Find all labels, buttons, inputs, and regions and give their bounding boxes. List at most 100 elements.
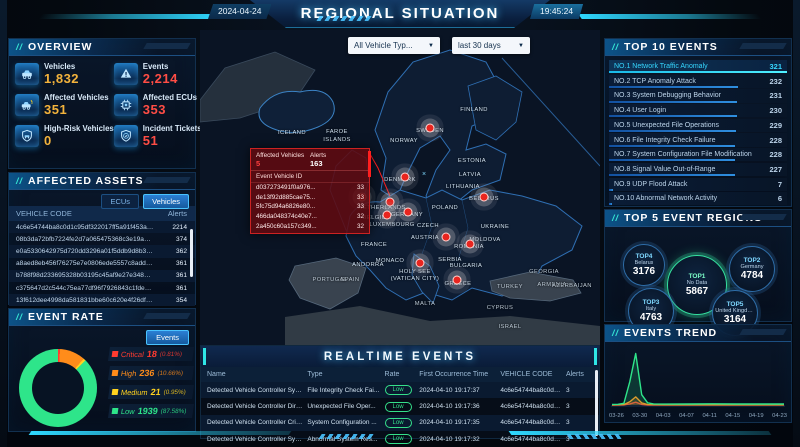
col-alerts: Alerts: [565, 371, 584, 378]
top10-label: NO.1 Network Traffic Anomaly: [614, 63, 708, 71]
region-bubble-top2[interactable]: TOP2 Germany 4784: [729, 246, 775, 292]
top10-bar: [609, 85, 738, 88]
slash-icon: //: [612, 213, 620, 223]
asset-tab-vehicles[interactable]: Vehicles: [143, 194, 189, 209]
events-trend-x-axis: 03-26 03-30 04-03 04-07 04-11 04-15 04-19 04-23: [605, 413, 791, 419]
alerts-cell: 354: [175, 296, 187, 304]
vehicle-code-cell: b788f98d233695328b03195c45af9e27e348772e…: [16, 272, 154, 280]
map-label-netherlands: NETHERLANDS: [358, 205, 406, 211]
event-marker[interactable]: [415, 258, 425, 268]
header-band: [250, 0, 550, 28]
tooltip-vehicle-id: d037273491f0a976...: [256, 184, 316, 192]
europe-map[interactable]: × ICELANDFAROEISLANDSNORWAYSWEDENFINLAND…: [200, 30, 600, 345]
map-label-turkey: TURKEY: [497, 284, 523, 290]
top10-row-1[interactable]: NO.1 Network Traffic Anomaly 321: [609, 60, 787, 74]
events-filter-button[interactable]: Events: [146, 330, 189, 345]
bottom-dash-right: [566, 434, 622, 439]
event-marker[interactable]: [452, 275, 462, 285]
event-marker[interactable]: [382, 210, 392, 220]
tooltip-vehicle-row: 466da048374c40e7... 32: [251, 212, 369, 222]
top10-row-4[interactable]: NO.4 User Login 230: [609, 104, 787, 118]
trend-tick: 04-07: [679, 413, 694, 419]
region-value: 5867: [685, 286, 709, 297]
rt-alerts-cell: 3: [565, 403, 570, 411]
vehicle-type-value: All Vehicle Typ...: [354, 41, 413, 50]
top10-row-8[interactable]: NO.8 Signal Value Out-of-Range 227: [609, 162, 787, 176]
vehicle-code-cell: a8aed8eb456f76275e7e0806ede5557c8add8853…: [16, 260, 154, 268]
chevron-down-icon: ▼: [428, 42, 434, 49]
header-clock: 19:45:24: [530, 4, 584, 19]
top10-bar: [609, 159, 736, 162]
map-tooltip: Affected Vehicles 5 Alerts 163 Event Veh…: [250, 148, 371, 234]
col-type: Type: [307, 371, 323, 378]
legend-item-high: High 236 (10.66%): [108, 366, 194, 380]
table-row: b788f98d233695328b03195c45af9e27e348772e…: [9, 269, 195, 282]
top10-value: 230: [769, 106, 782, 116]
event-marker[interactable]: [400, 172, 410, 182]
col-code: VEHICLE CODE: [500, 371, 553, 378]
event-marker[interactable]: [441, 232, 451, 242]
vehicle-type-dropdown[interactable]: All Vehicle Typ... ▼: [348, 37, 440, 54]
top5-regions-title: TOP 5 EVENT REGIONS: [624, 212, 763, 224]
top10-label: NO.5 Unexpected File Operations: [614, 121, 720, 129]
rate-badge-low: Low: [384, 417, 412, 428]
events-trend-panel: // EVENTS TREND 03-26 03-30 04-03 04-07 04-1…: [604, 324, 792, 423]
map-label-luxembourg: LUXEMBOURG: [369, 222, 415, 228]
tooltip-vehicle-count: 33: [356, 193, 364, 201]
region-bubble-top4[interactable]: TOP4 Belarus 3176: [623, 244, 665, 286]
alerts-cell: 361: [175, 260, 187, 268]
realtime-scrollbar[interactable]: [595, 370, 598, 436]
time-range-dropdown[interactable]: last 30 days ▼: [452, 37, 530, 54]
trend-tick: 04-15: [725, 413, 741, 419]
realtime-events-title: REALTIME EVENTS: [323, 350, 477, 363]
rt-rate-cell: Low: [384, 401, 420, 412]
slash-icon: //: [16, 42, 24, 52]
legend-label: Medium: [120, 387, 149, 397]
top10-row-7[interactable]: NO.7 System Configuration File Modificat…: [609, 148, 787, 162]
map-label-portugal: PORTUGAL: [312, 277, 348, 283]
asset-scrollbar[interactable]: [190, 229, 193, 277]
map-label-andorra: ANDORRA: [352, 262, 384, 268]
top10-bar: [609, 115, 737, 118]
time-range-value: last 30 days: [458, 41, 501, 50]
top10-row-10[interactable]: NO.10 Abnormal Network Activity 6: [609, 192, 787, 206]
top10-row-2[interactable]: NO.2 TCP Anomaly Attack 232: [609, 74, 787, 88]
trend-tick: 04-23: [772, 413, 787, 419]
tooltip-vehicle-count: 33: [356, 203, 364, 211]
vehicle-code-cell: 4c6e54744ba8c0d1c95df322017ff5a91f453a7e…: [16, 223, 154, 231]
rt-code-cell: 4c6e54744ba8c0d1...: [500, 435, 563, 443]
bottom-dash-left: [318, 434, 374, 439]
rt-rate-cell: Low: [384, 434, 420, 445]
top10-label: NO.8 Signal Value Out-of-Range: [614, 165, 716, 173]
event-marker[interactable]: [425, 123, 435, 133]
region-bubble-top1[interactable]: TOP1 No Data 5867: [667, 255, 727, 315]
event-marker[interactable]: [403, 207, 413, 217]
table-row: 13f612dee4998da581831bbe60c620e4f26dfddc…: [9, 294, 195, 307]
top10-row-5[interactable]: NO.5 Unexpected File Operations 229: [609, 118, 787, 132]
region-rank: TOP1: [688, 273, 706, 280]
map-label-belgium: BELGIUM: [362, 215, 392, 221]
event-marker[interactable]: [465, 239, 475, 249]
rt-alerts-cell: 3: [565, 419, 570, 427]
event-marker[interactable]: [479, 192, 489, 202]
top10-row-6[interactable]: NO.6 File Integrity Check Failure 228: [609, 133, 787, 147]
stat-value: 353: [142, 102, 166, 117]
map-label-poland: POLAND: [431, 205, 459, 211]
top10-row-3[interactable]: NO.3 System Debugging Behavior 231: [609, 89, 787, 103]
slash-icon: //: [612, 42, 620, 52]
top10-value: 321: [769, 62, 782, 72]
overview-stat-text: Events 2,214: [143, 62, 178, 86]
vehicle-code-cell: 08b3da72bfb7224fe2d7a065475368c3e19a39ab…: [16, 235, 154, 243]
col-rate: Rate: [384, 371, 400, 378]
overview-stat-text: Incident Tickets 51: [143, 124, 202, 148]
event-marker[interactable]: [385, 197, 395, 207]
rate-badge-low: Low: [384, 401, 412, 412]
tooltip-vehicle-id: 466da048374c40e7...: [256, 213, 317, 221]
rt-time-cell: 2024-04-10 19:17:36: [419, 403, 480, 411]
top10-row-9[interactable]: NO.9 UDP Flood Attack 7: [609, 177, 787, 191]
map-label-holy-see: HOLY SEE: [399, 269, 431, 275]
rt-alerts-cell: 3: [565, 386, 570, 394]
stat-label: Affected Vehicles: [44, 93, 109, 102]
overview-stat-events: Events 2,214: [113, 62, 202, 86]
asset-tab-ecus[interactable]: ECUs: [101, 194, 140, 209]
